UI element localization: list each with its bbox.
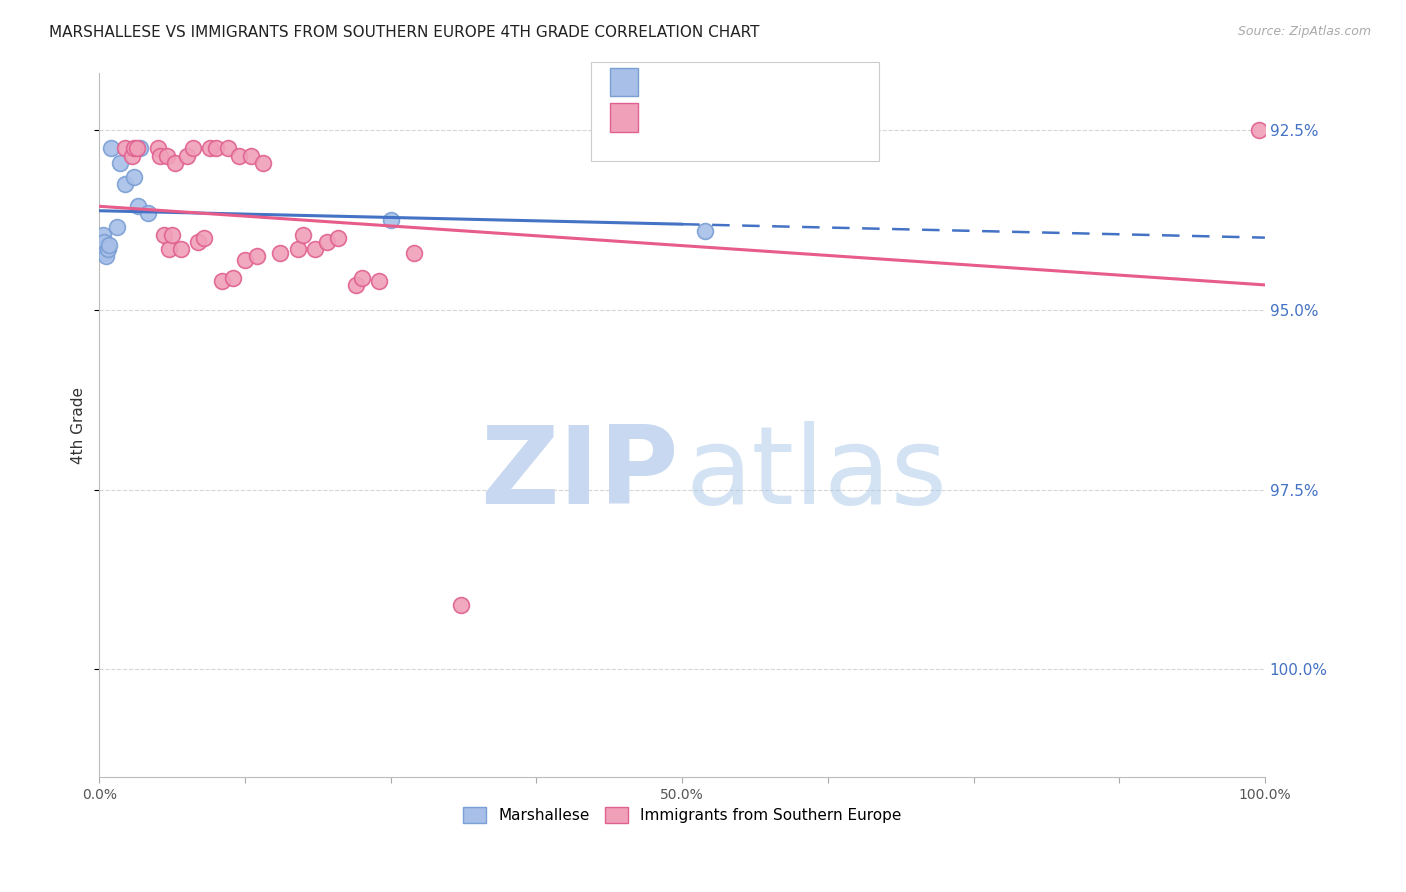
Point [181, 141, 204, 155]
Point [176, 148, 198, 162]
Point [233, 252, 256, 267]
Point [252, 156, 274, 170]
Legend: Marshallese, Immigrants from Southern Europe: Marshallese, Immigrants from Southern Eu… [457, 801, 907, 830]
Point [100, 141, 122, 155]
Point [695, 224, 717, 238]
Point [222, 270, 245, 285]
Point [350, 270, 373, 285]
Point [124, 141, 146, 155]
Point [160, 227, 183, 242]
Point [105, 220, 128, 235]
Point [149, 148, 172, 162]
Point [450, 598, 472, 612]
Point [198, 141, 221, 155]
Point [114, 178, 136, 192]
Point [125, 141, 148, 155]
Point [292, 227, 315, 242]
Text: atlas: atlas [686, 421, 948, 527]
Point [165, 156, 187, 170]
Point [380, 213, 402, 227]
Point [121, 148, 143, 162]
Point [211, 274, 233, 288]
Point [124, 170, 146, 185]
Point [315, 235, 337, 249]
Point [404, 245, 426, 260]
Point [138, 206, 160, 220]
Text: 0.013: 0.013 [690, 76, 742, 94]
Point [228, 148, 250, 162]
Point [96, 249, 118, 263]
Text: ZIP: ZIP [481, 421, 679, 527]
Point [193, 231, 215, 245]
Point [1247, 123, 1270, 137]
Point [170, 242, 193, 256]
Text: 16: 16 [793, 76, 815, 94]
Point [91, 227, 114, 242]
Point [97, 238, 120, 252]
Point [157, 242, 180, 256]
Text: MARSHALLESE VS IMMIGRANTS FROM SOUTHERN EUROPE 4TH GRADE CORRELATION CHART: MARSHALLESE VS IMMIGRANTS FROM SOUTHERN … [49, 25, 759, 40]
Point [110, 156, 132, 170]
Point [93, 235, 115, 249]
Point [269, 245, 291, 260]
Point [187, 235, 209, 249]
Y-axis label: 4th Grade: 4th Grade [72, 386, 86, 464]
Point [146, 141, 169, 155]
Point [152, 227, 174, 242]
Point [205, 141, 228, 155]
Point [217, 141, 239, 155]
Point [127, 199, 149, 213]
Point [156, 148, 179, 162]
Text: 38: 38 [793, 112, 815, 129]
Point [304, 242, 326, 256]
Point [97, 242, 120, 256]
Text: R =: R = [648, 112, 685, 129]
Point [368, 274, 391, 288]
Point [287, 242, 309, 256]
Point [246, 249, 269, 263]
Text: N =: N = [749, 112, 786, 129]
Text: R =: R = [648, 76, 685, 94]
Text: N =: N = [749, 76, 786, 94]
Text: Source: ZipAtlas.com: Source: ZipAtlas.com [1237, 25, 1371, 38]
Point [328, 231, 350, 245]
Text: 0.394: 0.394 [690, 112, 744, 129]
Point [129, 141, 152, 155]
Point [114, 141, 136, 155]
Point [344, 277, 367, 292]
Point [239, 148, 262, 162]
Point [94, 245, 117, 260]
